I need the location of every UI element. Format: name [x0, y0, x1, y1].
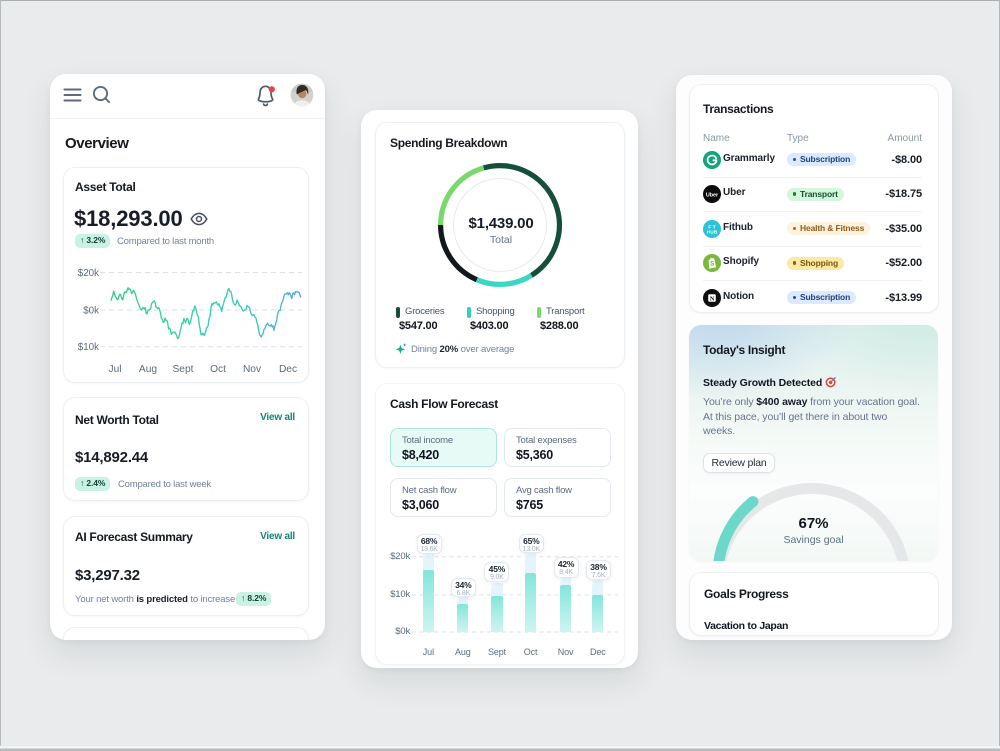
- svg-text:Dec: Dec: [279, 364, 297, 375]
- svg-text:HUB: HUB: [707, 229, 718, 235]
- svg-text:Jul: Jul: [108, 364, 121, 375]
- svg-text:$20k: $20k: [78, 268, 99, 279]
- svg-text:Uber: Uber: [706, 192, 719, 198]
- svg-text:$10k: $10k: [78, 342, 99, 353]
- svg-text:$0k: $0k: [83, 305, 99, 316]
- svg-text:Nov: Nov: [243, 364, 262, 375]
- svg-text:F·T: F·T: [708, 224, 716, 230]
- svg-text:Oct: Oct: [210, 364, 226, 375]
- svg-text:N: N: [710, 295, 715, 302]
- svg-text:Sept: Sept: [173, 364, 194, 375]
- svg-text:Aug: Aug: [139, 364, 157, 375]
- svg-text:S: S: [710, 262, 714, 268]
